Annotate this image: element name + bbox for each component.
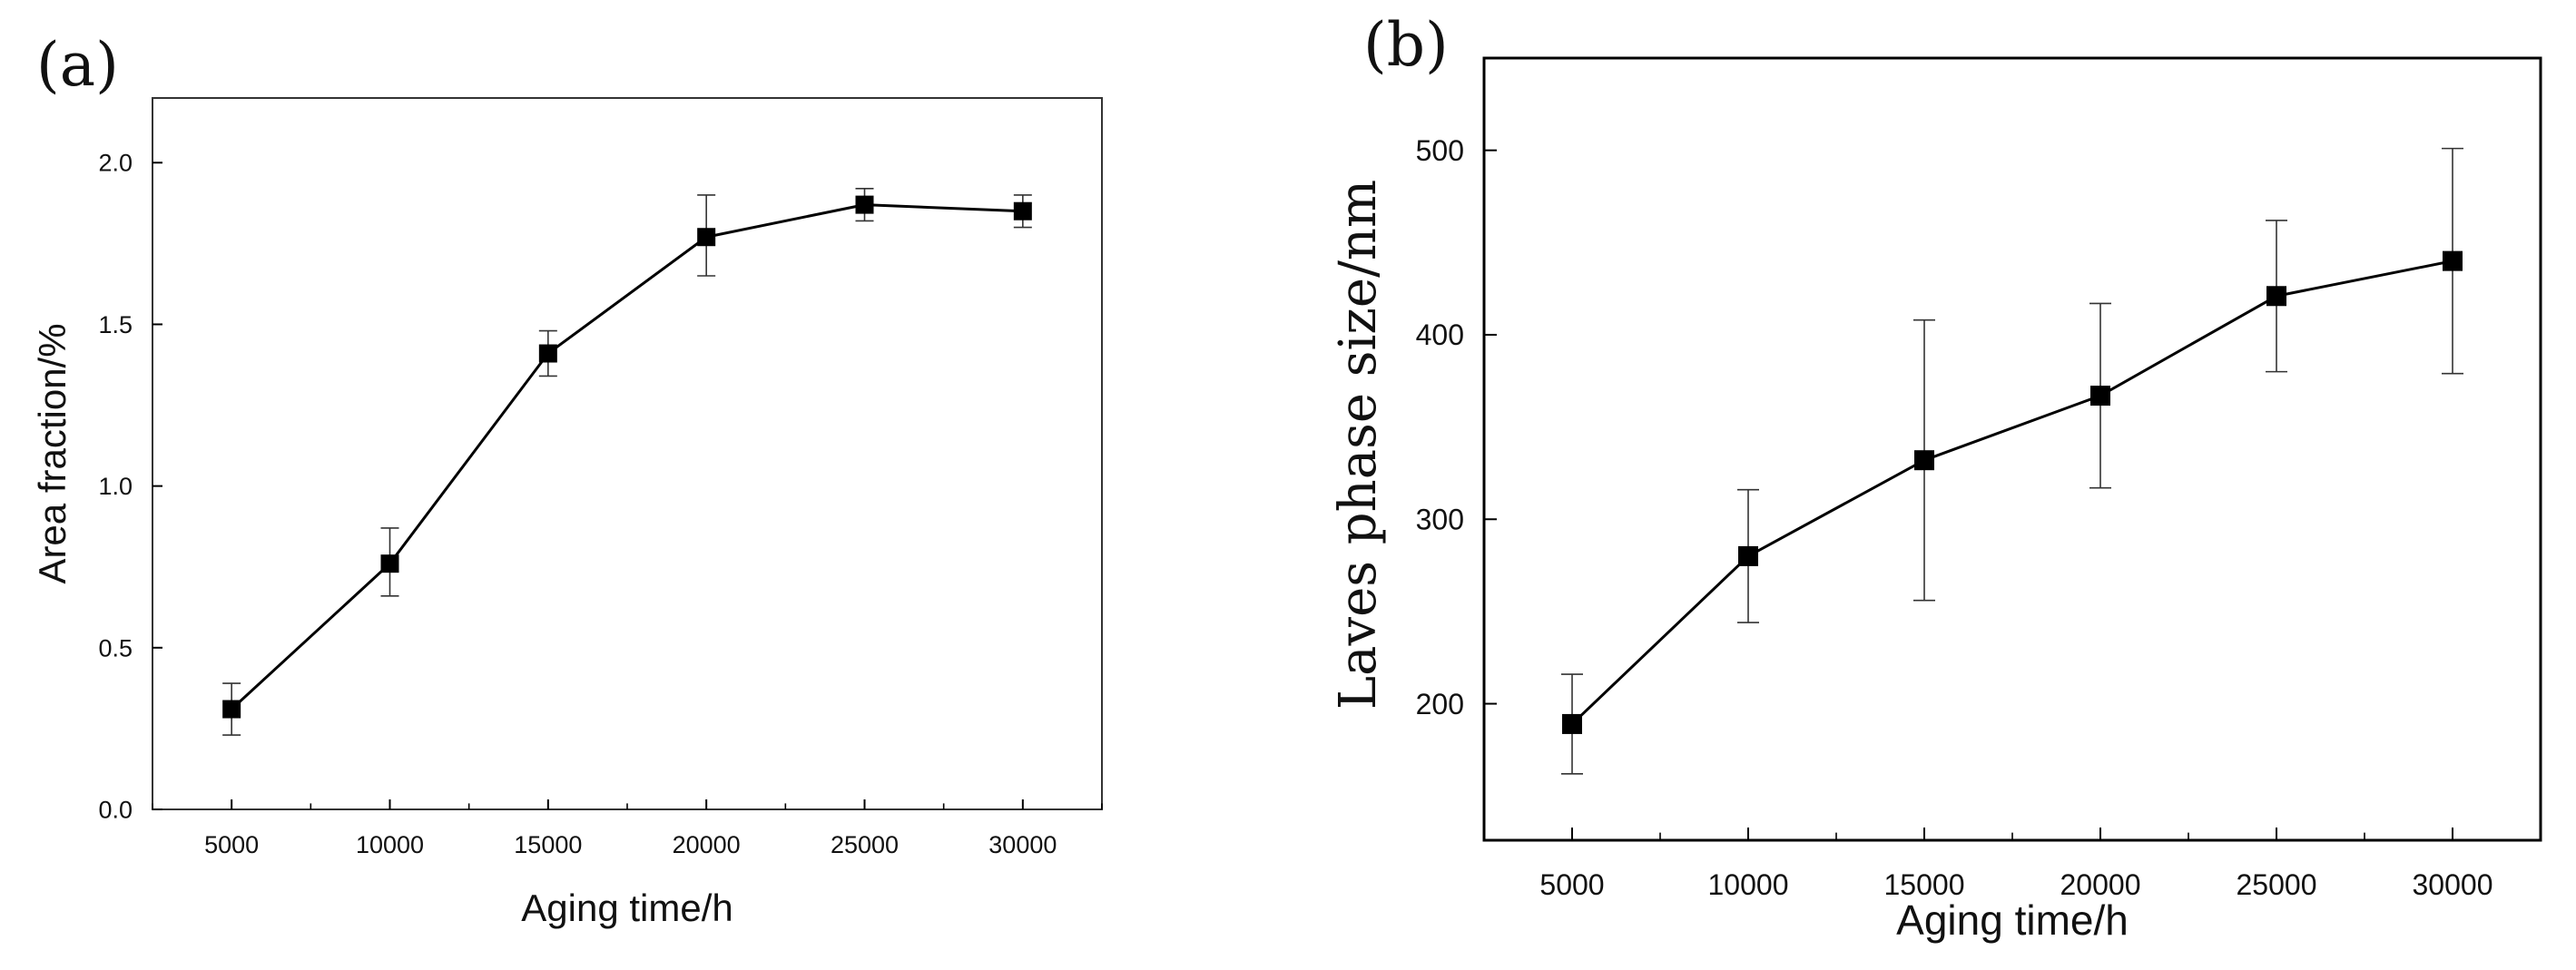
- x-tick-label: 30000: [2413, 868, 2493, 901]
- data-point: [1914, 450, 1934, 471]
- x-axis-label-b: Aging time/h: [1896, 897, 2129, 944]
- y-axis-a: 0.0 0.5 1.0 1.5 2.0: [98, 150, 162, 823]
- data-point: [2443, 250, 2463, 271]
- y-tick-label: 300: [1416, 503, 1464, 535]
- x-tick-label: 10000: [1708, 868, 1789, 901]
- y-axis-label-b: Laves phase size/nm: [1329, 180, 1388, 710]
- y-tick-label: 0.5: [98, 634, 133, 661]
- y-axis-b: 200 300 400 500: [1416, 134, 1497, 720]
- x-tick-label: 15000: [1884, 868, 1965, 901]
- x-tick-label: 25000: [2237, 868, 2317, 901]
- data-point: [855, 195, 874, 214]
- x-axis-a: 5000 10000 15000 20000 25000 30000: [152, 799, 1103, 858]
- data-point: [2090, 386, 2110, 407]
- x-tick-label: 20000: [2060, 868, 2141, 901]
- data-point: [538, 344, 557, 363]
- x-axis-b: 5000 10000 15000 20000 25000 30000: [1483, 828, 2542, 901]
- data-point: [380, 554, 399, 573]
- series-line: [1570, 260, 2453, 726]
- y-tick-label: 1.5: [98, 311, 133, 338]
- y-tick-label: 400: [1416, 318, 1464, 351]
- y-tick-label: 200: [1416, 688, 1464, 720]
- y-axis-label-a: Area fraction/%: [31, 323, 74, 583]
- panel-label-a: (a): [36, 30, 119, 100]
- x-tick-label: 10000: [356, 831, 424, 858]
- series-line: [231, 203, 1023, 710]
- x-tick-label: 5000: [204, 831, 259, 858]
- chart-panel-a: (a) 0.0 0.5 1.0 1.5 2.0 5000 10000 15000 20000 2…: [31, 30, 1103, 929]
- x-tick-label: 5000: [1539, 868, 1604, 901]
- y-tick-label: 500: [1416, 134, 1464, 167]
- data-point: [2266, 286, 2286, 307]
- data-points-a: [222, 195, 1032, 719]
- x-axis-label-a: Aging time/h: [521, 887, 732, 929]
- x-tick-label: 30000: [988, 831, 1057, 858]
- data-point: [1562, 713, 1582, 734]
- series-line-a: [231, 203, 1023, 710]
- data-point: [1738, 545, 1758, 566]
- data-points-b: [1562, 250, 2463, 734]
- y-tick-label: 0.0: [98, 796, 133, 823]
- y-tick-label: 1.0: [98, 473, 133, 500]
- chart-panel-b: (b) 200 300 400 500 5000 10000 15000 20000 2500…: [1329, 10, 2542, 944]
- data-point: [222, 700, 241, 719]
- x-tick-label: 15000: [514, 831, 582, 858]
- x-tick-label: 20000: [673, 831, 741, 858]
- x-tick-label: 25000: [831, 831, 899, 858]
- series-line-b: [1570, 260, 2453, 726]
- data-point: [697, 228, 716, 247]
- data-point: [1013, 201, 1032, 220]
- panel-label-b: (b): [1363, 10, 1449, 80]
- y-tick-label: 2.0: [98, 150, 133, 177]
